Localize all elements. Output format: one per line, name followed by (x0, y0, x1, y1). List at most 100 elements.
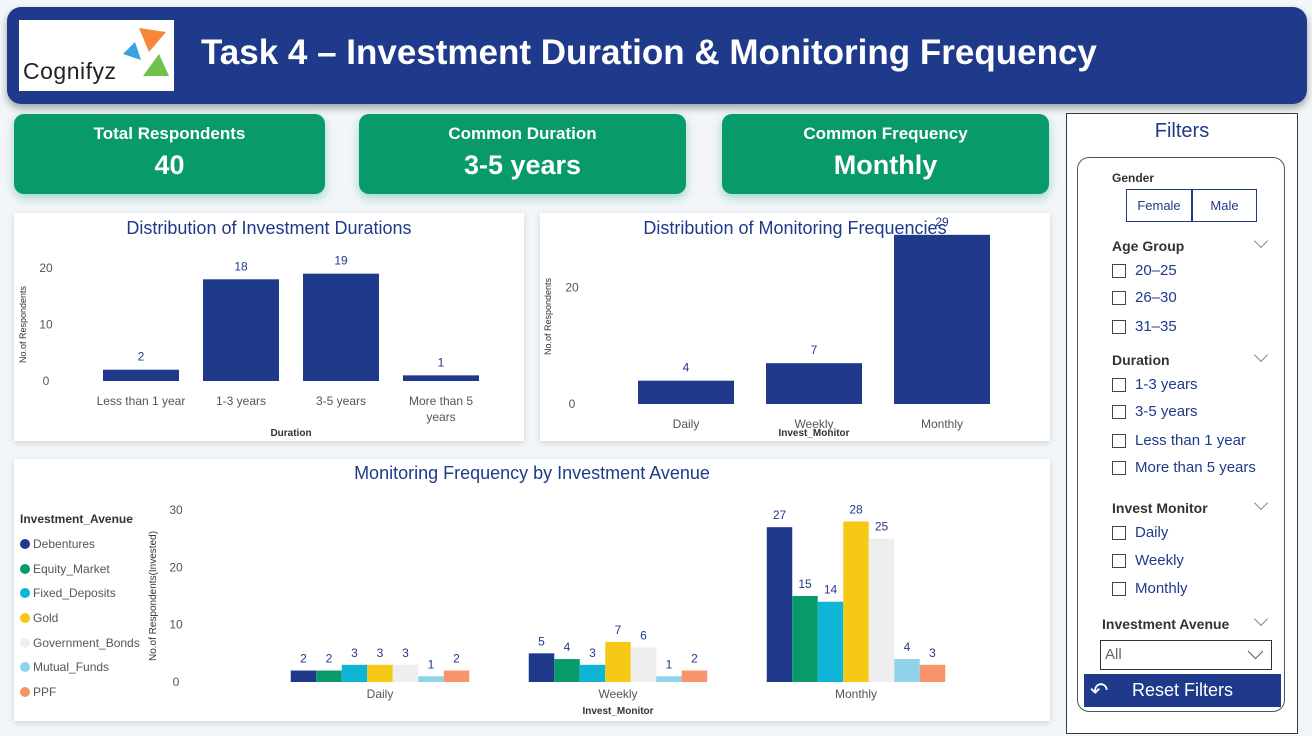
bar (303, 273, 379, 381)
checkbox[interactable] (1112, 460, 1126, 475)
bar (316, 670, 342, 682)
avenue-chart: 0 10 20 30 No.of Respondents(Invested) 2 2 3 3 3 1… (148, 502, 946, 717)
kpi-value: 3-5 years (463, 150, 582, 180)
age-option-26-30[interactable]: 26–30 (1112, 289, 1177, 306)
kpi-total-respondents: Total Respondents 40 (14, 114, 325, 194)
data-label: 25 (875, 520, 889, 534)
data-label: 3 (589, 646, 596, 660)
x-tick-label: Less than 1 year (97, 394, 186, 408)
y-axis-label: No.of Respondents (543, 277, 553, 355)
y-tick-label: 20 (565, 280, 579, 294)
investment-avenue-dropdown[interactable]: All (1100, 640, 1272, 670)
bar (579, 664, 606, 682)
checkbox[interactable] (1112, 319, 1126, 334)
bar (367, 664, 393, 682)
legend-item: Debentures (20, 532, 140, 557)
monitor-option-weekly[interactable]: Weekly (1112, 552, 1184, 569)
checkbox[interactable] (1112, 581, 1126, 596)
chevron-down-icon[interactable] (1253, 233, 1269, 249)
x-tick-label: Daily (367, 687, 394, 701)
monitor-option-monthly[interactable]: Monthly (1112, 580, 1188, 597)
y-axis-label: No.of Respondents (18, 285, 28, 363)
option-label: 20–25 (1135, 262, 1177, 279)
option-label: 1-3 years (1135, 376, 1198, 393)
kpi-label: Total Respondents (93, 124, 246, 143)
bar (403, 375, 479, 381)
data-label: 2 (300, 652, 307, 666)
bar (443, 670, 470, 682)
data-label: 19 (334, 254, 348, 268)
chevron-down-icon (1247, 643, 1264, 660)
duration-option-lt1[interactable]: Less than 1 year (1112, 432, 1246, 449)
checkbox[interactable] (1112, 377, 1126, 392)
checkbox[interactable] (1112, 290, 1126, 305)
y-axis-label: No.of Respondents(Invested) (148, 531, 159, 661)
checkbox[interactable] (1112, 553, 1126, 568)
chevron-down-icon[interactable] (1253, 495, 1269, 511)
bar (894, 234, 990, 404)
legend-item: PPF (20, 680, 140, 705)
x-tick-label: Weekly (794, 417, 833, 431)
option-label: 26–30 (1135, 289, 1177, 306)
x-tick-label: 3-5 years (316, 394, 366, 408)
invest-monitor-label: Invest Monitor (1112, 500, 1208, 516)
option-label: Daily (1135, 524, 1169, 541)
option-label: 31–35 (1135, 318, 1177, 335)
checkbox[interactable] (1112, 263, 1126, 278)
legend-label: Debentures (33, 537, 96, 552)
checkbox[interactable] (1112, 525, 1126, 540)
gender-label: Gender (1112, 171, 1155, 185)
legend-label: Equity_Market (33, 561, 110, 576)
chevron-down-icon[interactable] (1253, 347, 1269, 363)
data-label: 3 (377, 646, 384, 660)
legend-label: PPF (33, 684, 57, 699)
data-label: 2 (453, 652, 460, 666)
data-label: 28 (849, 502, 863, 516)
x-tick-label: 1-3 years (216, 394, 266, 408)
kpi-label: Common Duration (448, 124, 597, 143)
duration-label: Duration (1112, 352, 1170, 368)
age-option-20-25[interactable]: 20–25 (1112, 262, 1177, 279)
legend-title: Investment_Avenue (20, 512, 133, 526)
data-label: 5 (538, 634, 545, 648)
x-axis-label: Duration (270, 428, 311, 439)
y-tick-label: 20 (169, 560, 183, 574)
frequency-chart: 0 20 No.of Respondents 4 Daily 7 Weekly 29 Month… (543, 215, 990, 439)
bar (418, 676, 444, 682)
option-label: Weekly (1135, 552, 1184, 569)
legend-dot-icon (20, 539, 30, 550)
x-tick-label: years (426, 410, 455, 424)
duration-option-gt5[interactable]: More than 5 years (1112, 459, 1256, 476)
x-axis-label: Invest_Monitor (582, 706, 653, 717)
legend-label: Gold (33, 611, 59, 626)
x-axis-label: Invest_Monitor (778, 428, 849, 439)
duration-option-1-3[interactable]: 1-3 years (1112, 376, 1198, 393)
legend-item: Mutual_Funds (20, 655, 140, 680)
chart-title: Distribution of Monitoring Frequencies (643, 218, 947, 238)
checkbox[interactable] (1112, 404, 1126, 419)
logo-triangles-icon (123, 28, 169, 76)
gender-female-button[interactable]: Female (1126, 189, 1192, 222)
y-tick-label: 0 (173, 675, 180, 689)
y-tick-label: 0 (569, 397, 576, 411)
legend-item: Fixed_Deposits (20, 581, 140, 606)
legend-label: Fixed_Deposits (33, 586, 116, 601)
logo-text: Cognifyz (23, 58, 117, 84)
gender-male-button[interactable]: Male (1192, 189, 1257, 222)
filters-box: Gender Female Male Age Group 20–25 26–30… (1077, 157, 1285, 712)
data-label: 1 (428, 657, 435, 671)
checkbox[interactable] (1112, 433, 1126, 448)
x-tick-label: Monthly (921, 417, 963, 431)
monitor-option-daily[interactable]: Daily (1112, 524, 1168, 541)
duration-option-3-5[interactable]: 3-5 years (1112, 403, 1198, 420)
chevron-down-icon[interactable] (1253, 611, 1269, 627)
chart-title: Monitoring Frequency by Investment Avenu… (354, 463, 710, 483)
data-label: 15 (798, 577, 812, 591)
investment-avenue-label: Investment Avenue (1102, 616, 1230, 632)
reset-filters-button[interactable]: ↶ Reset Filters (1084, 674, 1281, 707)
bar (792, 596, 818, 682)
bar (554, 659, 580, 682)
legend-dot-icon (20, 662, 30, 673)
kpi-common-duration: Common Duration 3-5 years (359, 114, 686, 194)
age-option-31-35[interactable]: 31–35 (1112, 318, 1177, 335)
